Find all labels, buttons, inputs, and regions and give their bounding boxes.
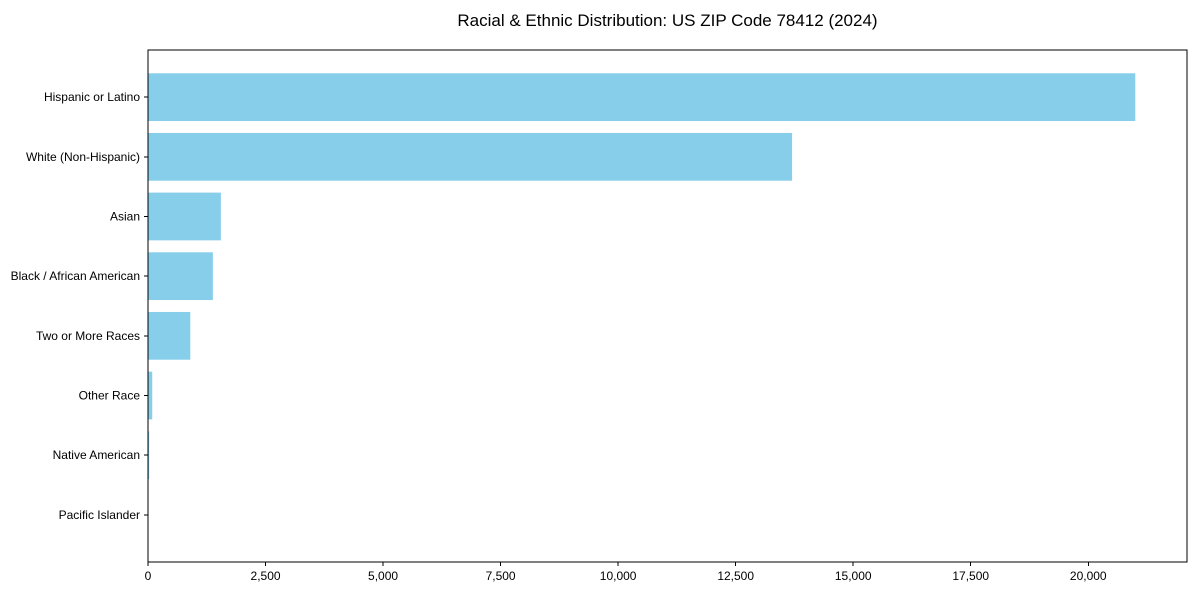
x-tick-label: 20,000 [1070, 569, 1107, 583]
chart-title: Racial & Ethnic Distribution: US ZIP Cod… [457, 11, 878, 30]
bar [148, 132, 793, 181]
y-axis-label: Two or More Races [36, 329, 140, 343]
bar [148, 311, 191, 360]
y-axis-label: Asian [110, 209, 140, 223]
x-tick-label: 5,000 [368, 569, 398, 583]
bar [148, 431, 150, 480]
bar [148, 252, 213, 301]
y-axis-label: White (Non-Hispanic) [26, 150, 140, 164]
x-tick-label: 10,000 [600, 569, 637, 583]
x-tick-label: 12,500 [717, 569, 754, 583]
x-tick-label: 15,000 [835, 569, 872, 583]
y-axis-label: Other Race [79, 389, 141, 403]
y-axis-label: Hispanic or Latino [44, 90, 140, 104]
plot-border [147, 49, 1188, 563]
bar [148, 73, 1136, 122]
x-tick-label: 2,500 [251, 569, 281, 583]
bar [148, 192, 221, 241]
x-tick-label: 17,500 [952, 569, 989, 583]
x-tick-label: 7,500 [486, 569, 516, 583]
bar [148, 371, 153, 420]
y-axis-label: Native American [53, 448, 140, 462]
y-axis-label: Black / African American [11, 269, 140, 283]
x-tick-label: 0 [145, 569, 152, 583]
y-axis-label: Pacific Islander [59, 508, 140, 522]
